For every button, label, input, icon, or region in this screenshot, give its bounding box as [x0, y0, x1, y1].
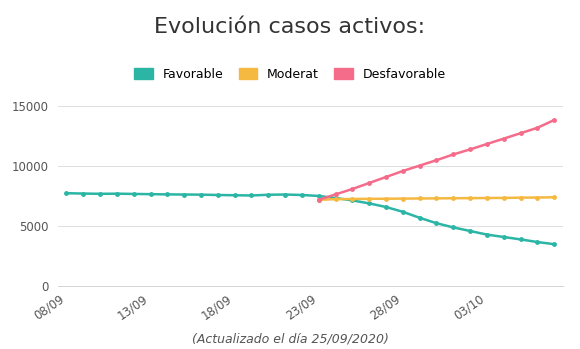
Legend: Favorable, Moderat, Desfavorable: Favorable, Moderat, Desfavorable — [129, 63, 451, 86]
Text: (Actualizado el día 25/09/2020): (Actualizado el día 25/09/2020) — [191, 333, 389, 346]
Text: Evolución casos activos:: Evolución casos activos: — [154, 17, 426, 37]
